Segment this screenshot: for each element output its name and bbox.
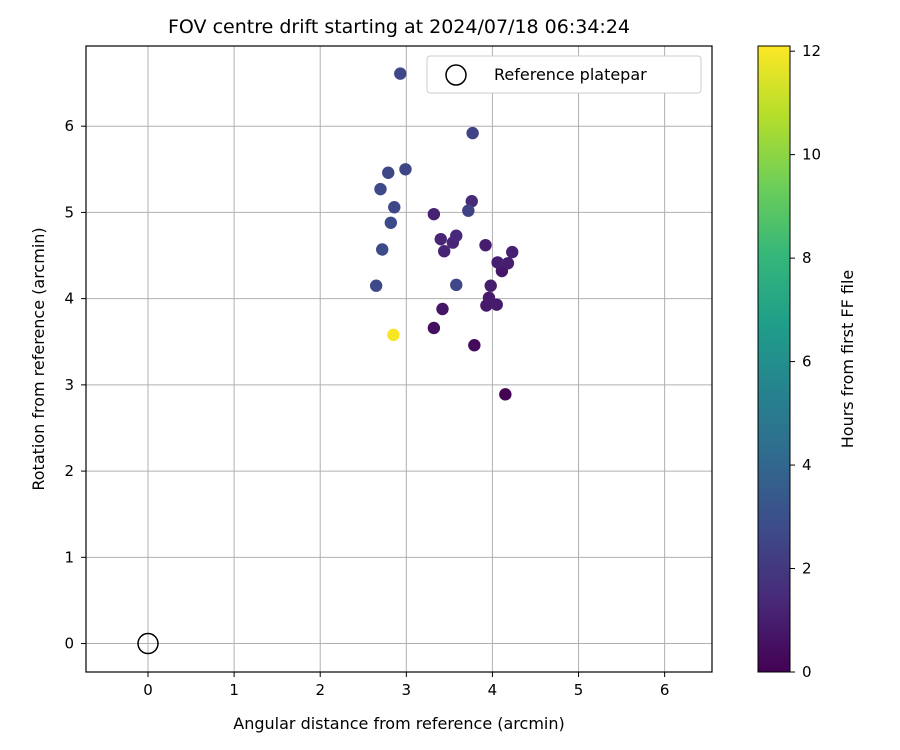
colorbar-tick-label: 4 [802,456,812,474]
data-points [137,67,519,655]
legend-label-reference: Reference platepar [494,65,647,84]
y-axis-ticks: 0 1 2 3 4 5 6 [64,117,86,653]
data-point [387,328,400,342]
y-tick-label: 0 [64,635,74,653]
x-tick-label: 2 [315,681,325,699]
y-tick-label: 2 [64,462,74,480]
data-point [382,166,395,179]
plot-frame [85,45,713,673]
colorbar-ticks: 0 2 4 6 8 10 12 [790,42,821,681]
chart-title: FOV centre drift starting at 2024/07/18 … [168,16,630,38]
data-point [376,243,389,256]
legend-marker-reference [445,64,467,86]
data-point [427,321,441,335]
data-point [468,339,481,352]
data-point [399,163,412,176]
colorbar-tick-label: 2 [802,560,812,578]
data-point [501,257,515,270]
data-point [484,279,497,292]
colorbar-tick-label: 6 [802,353,812,371]
data-point [465,195,478,208]
data-point [462,204,475,217]
colorbar-label: Hours from first FF file [838,270,857,449]
colorbar-tick-label: 0 [802,663,812,681]
colorbar-tick-label: 8 [802,249,812,267]
y-axis-label: Rotation from reference (arcmin) [29,227,48,490]
y-tick-label: 5 [64,203,74,221]
x-axis-ticks: 0 1 2 3 4 5 6 [143,672,669,699]
colorbar-tick-label: 12 [802,42,821,60]
data-point [499,388,512,401]
data-point [450,278,463,292]
x-tick-label: 0 [143,681,153,699]
data-point [479,238,492,252]
y-tick-label: 4 [64,290,74,308]
data-point [434,232,447,246]
data-point [394,67,407,80]
x-tick-label: 6 [660,681,670,699]
x-tick-label: 4 [488,681,498,699]
reference-platepar-marker [137,632,159,655]
x-axis-label: Angular distance from reference (arcmin) [233,714,564,733]
data-point [374,182,387,196]
colorbar: 0 2 4 6 8 10 12 Hours from first FF file [757,42,857,681]
data-point [482,291,496,304]
data-point [427,207,441,221]
data-point [438,245,451,258]
colorbar-gradient [757,45,791,673]
data-point [388,201,401,214]
data-point [369,279,383,292]
x-tick-label: 3 [402,681,412,699]
x-tick-label: 5 [574,681,584,699]
x-tick-label: 1 [229,681,239,699]
data-point [506,245,519,259]
y-tick-label: 1 [64,548,74,566]
y-tick-label: 3 [64,376,74,394]
y-tick-label: 6 [64,117,74,135]
data-point [450,229,463,242]
legend-box [426,55,702,94]
data-point [466,126,479,140]
data-point [384,216,398,229]
data-point [491,256,504,269]
grid-lines [86,46,712,672]
legend: Reference platepar [426,55,702,94]
data-point [436,302,449,316]
colorbar-tick-label: 10 [802,146,821,164]
